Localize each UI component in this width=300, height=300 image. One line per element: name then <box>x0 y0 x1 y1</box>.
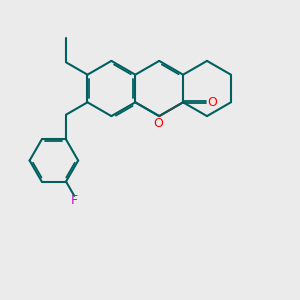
Text: O: O <box>208 96 218 109</box>
Text: F: F <box>71 194 78 207</box>
Text: O: O <box>153 117 163 130</box>
